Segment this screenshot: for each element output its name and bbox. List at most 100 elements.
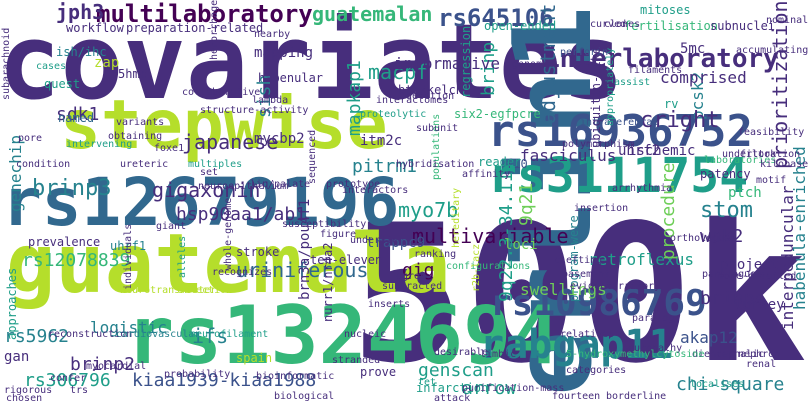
word-orthologues: orthologues (670, 233, 737, 244)
word-japanese: japanese (182, 130, 279, 154)
word-clefting: clefting (554, 255, 603, 266)
word-subnuclei: subnuclei (710, 19, 776, 33)
word-interactomes: interactomes (376, 95, 449, 106)
word-configurations: configurations (446, 261, 531, 272)
word-foxe1: foxe1 (154, 143, 185, 154)
word-kiaa1939-kiaa1988: kiaa1939-kiaa1988 (132, 370, 317, 391)
word-selection: selection (178, 285, 233, 296)
word-open-ended: open-ended (484, 19, 557, 33)
word-stroke: stroke (236, 245, 280, 259)
word-filaments: filaments (628, 65, 683, 76)
word-reader: reader (478, 155, 522, 169)
word-genomic: genomic (512, 59, 555, 70)
word-subunit: subunit (416, 123, 459, 134)
word-ischemic: ischemic (628, 143, 696, 159)
word-infarction: infarction (416, 381, 489, 395)
word-ptch: ptch (728, 185, 762, 201)
word-gan: gan (4, 349, 30, 365)
word-rs306796: rs306796 (24, 370, 111, 391)
word-brinps: brinps (700, 288, 766, 309)
word-clones: clones (604, 19, 641, 30)
word-set: set (200, 167, 219, 178)
word-rs10986769: rs10986769 (490, 283, 707, 324)
word-motif: motif (756, 175, 787, 186)
word-desirable: desirable (434, 347, 489, 358)
word-giant: giant (156, 221, 187, 232)
word-agree: agree (396, 271, 427, 282)
word-rs12679196: rs12679196 (2, 164, 400, 241)
word-workflow: workflow (66, 21, 124, 35)
word-interactors: interactors (342, 185, 409, 196)
word-multivariable: multivariable (412, 224, 569, 248)
word-rabgap11: rabgap11 (480, 322, 673, 368)
word-figure: figure (320, 229, 357, 240)
word-nearby: nearby (254, 29, 291, 40)
word-quest: quest (44, 77, 81, 91)
word-cases: cases (36, 61, 67, 72)
word-myocardial: myocardial (86, 361, 147, 372)
word-uriniferous: uriniferous (236, 258, 369, 282)
word-intracerebral: intracerebral (580, 117, 659, 128)
word-fasciculus: fasciculus (520, 146, 617, 165)
word-collaborative: collaborative (182, 87, 261, 98)
word-retroflexus: retroflexus (588, 250, 694, 269)
word-sequenced: sequenced (307, 129, 318, 184)
word-arrow: arrow (462, 378, 517, 399)
word-brinp2: brinp2 (70, 354, 136, 375)
word-r2b-lacz: r2b-lacz (471, 243, 482, 292)
word-jph3: jph3 (56, 0, 105, 24)
word-perforin: perforin (560, 47, 609, 58)
word-5mc: 5mc (680, 41, 706, 57)
word-individuals: individuals (123, 223, 134, 290)
word-subtracted: subtracted (382, 281, 443, 292)
word-fourteen: fourteen (552, 391, 601, 402)
word-multiples: multiples (188, 159, 243, 170)
word-5-hydroxymethylcytosine: 5-hydroxymethylcytosine (566, 349, 705, 360)
word-basement: basement (562, 269, 611, 280)
word-regression: regression (459, 25, 473, 98)
word-rigorous: rigorous (4, 385, 53, 396)
word-guatemala: guatemala (6, 217, 451, 312)
word-reconstruction: reconstruction (48, 329, 133, 340)
word-bioinformatic: bioinformatic (256, 371, 335, 382)
word-kilobase: kilobase (760, 159, 808, 170)
word-confer: confer (50, 373, 87, 384)
word-akap12: akap12 (680, 328, 738, 347)
word-hereditary: hereditary (451, 187, 462, 248)
word-ranking: ranking (414, 249, 457, 260)
word-affinity: affinity (462, 169, 511, 180)
word-evident: evident (570, 281, 613, 292)
word-trs: trs (70, 385, 89, 396)
word-stranded: stranded (332, 355, 381, 366)
word-mycbp2: mycbp2 (254, 131, 305, 147)
word-9q21: 9q21 (516, 182, 537, 226)
word-covariates: covariates (0, 1, 625, 123)
word-rs5962: rs5962 (4, 326, 70, 347)
word-cright: cright (640, 108, 720, 133)
word-loci: loci (504, 237, 538, 253)
word-probability: probability (164, 369, 231, 380)
word-lambda: lambda (252, 95, 289, 106)
word-susceptibility: susceptibility (282, 219, 367, 230)
word-rs3111754: rs3111754 (488, 148, 749, 204)
word-nephron: nephron (738, 349, 781, 360)
word-arrhythmia: arrhythmia (612, 183, 673, 194)
word-mitoses: mitoses (640, 3, 691, 17)
word-rs16936752: rs16936752 (488, 106, 753, 157)
word-stepwise: stepwise (60, 86, 388, 165)
word-gig: gig (402, 260, 435, 281)
word-curved: curved (590, 19, 627, 30)
word-mapkap1: mapkap1 (344, 60, 365, 136)
word-pore: pore (18, 133, 43, 144)
word-itm2c: itm2c (360, 133, 403, 149)
word-f10: f10 (506, 157, 528, 171)
word-procedure: procedure (658, 162, 679, 260)
word-intervening: intervening (66, 139, 133, 150)
word-ureteric: ureteric (120, 159, 169, 170)
word-genscan: genscan (418, 360, 494, 381)
word-interlaboratory: interlaboratory (544, 44, 779, 74)
word-borderline: borderline (606, 391, 667, 402)
word-whole-genome: whole-genome (223, 197, 234, 270)
word-preparation-related: preparation-related (126, 21, 264, 35)
